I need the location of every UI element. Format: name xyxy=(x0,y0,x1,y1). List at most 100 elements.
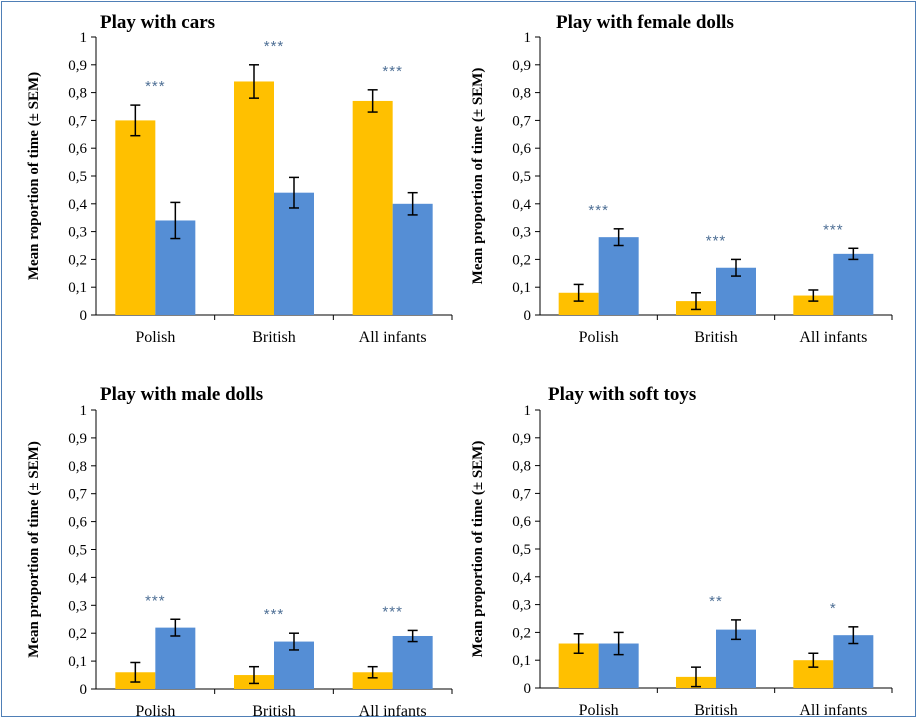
x-category-label: British xyxy=(694,702,738,719)
error-bar xyxy=(170,618,181,637)
y-tick-label: 1 xyxy=(80,403,88,419)
y-tick-label: 0,4 xyxy=(68,197,87,213)
error-bar xyxy=(130,104,141,137)
bar xyxy=(155,627,196,689)
error-bar xyxy=(731,258,741,277)
error-bar xyxy=(808,652,819,668)
error-bar xyxy=(808,289,819,302)
error-bar xyxy=(573,633,584,654)
x-category-label: British xyxy=(252,703,296,720)
y-tick-label: 0,5 xyxy=(512,542,531,558)
y-tick-label: 0,5 xyxy=(512,169,531,185)
y-tick-label: 0,8 xyxy=(68,459,87,475)
significance-label: *** xyxy=(145,592,166,609)
error-bar xyxy=(731,619,741,641)
y-tick-label: 0,5 xyxy=(68,543,87,559)
y-tick-label: 0,7 xyxy=(68,487,87,503)
bar xyxy=(833,253,874,315)
y-tick-label: 0,2 xyxy=(512,252,531,268)
x-category-label: All infants xyxy=(359,329,427,346)
x-category-label: Polish xyxy=(579,329,619,346)
chart-title: Play with cars xyxy=(100,12,215,33)
y-tick-label: 0 xyxy=(524,308,532,324)
y-tick-label: 0,2 xyxy=(512,625,531,641)
y-tick-label: 0,6 xyxy=(68,515,87,531)
bar xyxy=(352,672,393,689)
x-category-label: All infants xyxy=(359,703,427,720)
y-tick-label: 0,7 xyxy=(512,113,531,129)
error-bar xyxy=(130,661,141,683)
bar xyxy=(274,192,314,315)
x-category-label: Polish xyxy=(579,702,619,719)
error-bar xyxy=(367,665,378,679)
error-bar xyxy=(848,247,859,261)
significance-label: *** xyxy=(382,63,403,80)
y-tick-label: 0,9 xyxy=(68,58,87,74)
x-category-label: All infants xyxy=(799,702,867,719)
significance-label: *** xyxy=(823,221,844,238)
y-tick-label: 0 xyxy=(80,682,88,698)
y-axis-label: Mean roportion of time (± SEM) xyxy=(26,72,42,280)
chart-svg-female-dolls: Play with female dolls Mean proportion of… xyxy=(470,12,893,346)
error-bar xyxy=(367,89,378,113)
bar xyxy=(793,295,834,315)
error-bar xyxy=(249,64,259,99)
bar xyxy=(352,100,393,315)
y-tick-label: 0,2 xyxy=(68,252,87,268)
y-tick-label: 0,1 xyxy=(512,280,531,296)
y-tick-label: 0,1 xyxy=(68,654,87,670)
y-tick-label: 0,9 xyxy=(512,431,531,447)
error-bar xyxy=(249,665,259,685)
bar xyxy=(598,237,639,315)
bar xyxy=(234,81,274,315)
significance-label: *** xyxy=(706,232,727,249)
chart-svg-male-dolls: Play with male dolls Mean proportion of t… xyxy=(26,384,453,720)
y-tick-label: 0,3 xyxy=(68,225,87,241)
error-bar xyxy=(289,176,299,209)
chart-panel-soft-toys: Play with soft toys Mean proportion of ti… xyxy=(464,374,919,719)
error-bar xyxy=(613,228,624,247)
x-category-label: Polish xyxy=(135,703,175,720)
y-tick-label: 0,4 xyxy=(512,197,531,213)
x-category-label: British xyxy=(252,329,296,346)
y-tick-label: 0,8 xyxy=(512,459,531,475)
y-axis-label: Mean proportion of time (± SEM) xyxy=(470,441,486,658)
chart-title: Play with soft toys xyxy=(548,384,696,405)
bar xyxy=(392,203,433,315)
y-axis-label: Mean proportion of time (± SEM) xyxy=(470,68,486,285)
error-bar xyxy=(407,629,418,643)
significance-label: *** xyxy=(588,202,609,219)
error-bar xyxy=(170,201,181,240)
y-tick-label: 0,4 xyxy=(512,570,531,586)
chart-title: Play with male dolls xyxy=(100,384,263,405)
y-tick-label: 0,9 xyxy=(68,431,87,447)
y-tick-label: 0,1 xyxy=(68,280,87,296)
error-bar xyxy=(407,191,418,216)
x-category-label: All infants xyxy=(799,329,867,346)
error-bar xyxy=(289,632,299,651)
chart-svg-cars: Play with cars Mean roportion of time (± … xyxy=(26,12,453,346)
y-tick-label: 0,7 xyxy=(68,113,87,129)
y-tick-label: 0,8 xyxy=(512,86,531,102)
y-tick-label: 0,3 xyxy=(512,598,531,614)
chart-panel-cars: Play with cars Mean roportion of time (± … xyxy=(2,2,457,347)
error-bar xyxy=(613,631,624,656)
error-bar xyxy=(573,283,584,302)
y-tick-label: 0,2 xyxy=(68,626,87,642)
significance-label: *** xyxy=(145,78,166,95)
y-tick-label: 0,6 xyxy=(512,141,531,157)
y-tick-label: 0,6 xyxy=(512,514,531,530)
y-tick-label: 0,3 xyxy=(512,225,531,241)
significance-label: *** xyxy=(264,606,285,623)
y-tick-label: 0,8 xyxy=(68,86,87,102)
y-tick-label: 0 xyxy=(80,308,88,324)
error-bar xyxy=(848,626,859,645)
y-tick-label: 0,3 xyxy=(68,598,87,614)
x-category-label: Polish xyxy=(135,329,175,346)
bar xyxy=(115,120,156,316)
chart-panel-male-dolls: Play with male dolls Mean proportion of t… xyxy=(2,374,457,720)
y-tick-label: 0,4 xyxy=(68,570,87,586)
x-category-label: British xyxy=(694,329,738,346)
error-bar xyxy=(691,666,701,688)
